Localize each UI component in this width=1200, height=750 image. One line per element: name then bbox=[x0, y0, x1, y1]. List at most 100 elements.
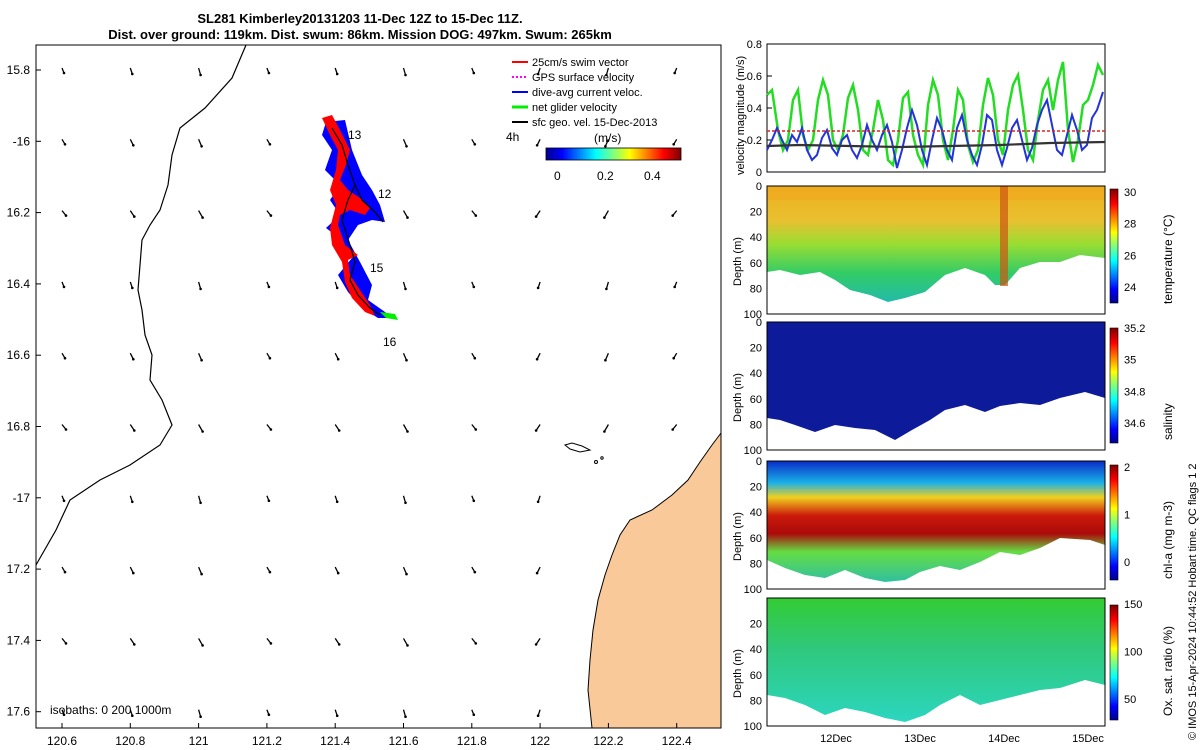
vector-arrow bbox=[198, 424, 204, 432]
lon-tick-label: 122.4 bbox=[662, 734, 692, 748]
depth-axis-label: Depth (m) bbox=[732, 237, 744, 286]
depth-tick: 20 bbox=[750, 343, 762, 355]
lon-tick-label: 120.6 bbox=[47, 734, 77, 748]
series-current-velocity bbox=[766, 91, 1104, 169]
depth-tick: 100 bbox=[744, 445, 762, 457]
vector-arrow-head bbox=[201, 216, 204, 219]
day-label-15: 15 bbox=[370, 261, 384, 275]
glider-track bbox=[322, 115, 398, 320]
depth-axis-label: Depth (m) bbox=[732, 373, 744, 422]
lon-tick-label: 122.2 bbox=[593, 734, 623, 748]
lon-tick-label: 121.4 bbox=[320, 734, 350, 748]
vector-arrow-head bbox=[63, 356, 67, 360]
vector-arrow-head bbox=[536, 286, 540, 290]
vector-arrow-head bbox=[64, 428, 68, 431]
lat-tick-label: 16.8 bbox=[7, 420, 31, 434]
vector-arrow-head bbox=[337, 643, 341, 646]
time-axis: 12Dec 13Dec 14Dec 15Dec bbox=[820, 733, 1104, 745]
island bbox=[563, 442, 592, 453]
vector-arrow-head bbox=[473, 570, 477, 574]
colorbar-tick: 150 bbox=[1124, 599, 1142, 611]
colorbar-tick: 2 bbox=[1124, 462, 1130, 474]
lat-tick-label: -17 bbox=[13, 491, 31, 505]
depth-tick: 80 bbox=[750, 558, 762, 570]
vector-arrow-head bbox=[62, 285, 66, 289]
time-tick: 14Dec bbox=[988, 733, 1020, 745]
vector-arrow-head bbox=[604, 145, 607, 148]
vector-arrow-head bbox=[269, 214, 273, 217]
vector-arrow bbox=[198, 638, 204, 646]
vector-arrow-head bbox=[406, 644, 409, 647]
colorbar-label: temperature (°C) bbox=[1161, 215, 1175, 305]
vector-arrow bbox=[402, 210, 409, 218]
depth-tick: 0 bbox=[756, 181, 762, 193]
depth-tick: 40 bbox=[750, 368, 762, 380]
vector-arrow-head bbox=[201, 644, 204, 647]
vector-arrow-head bbox=[132, 357, 135, 361]
vector-arrow-head bbox=[671, 214, 674, 217]
vector-arrow-head bbox=[405, 572, 408, 576]
vector-arrow-head bbox=[335, 500, 339, 504]
time-tick: 12Dec bbox=[820, 733, 852, 745]
depth-tick: 100 bbox=[744, 721, 762, 733]
lon-tick-label: 121.2 bbox=[252, 734, 282, 748]
vector-arrow-head bbox=[404, 501, 407, 505]
vector-arrow-head bbox=[269, 428, 273, 431]
depth-axis-label: Depth (m) bbox=[732, 649, 744, 698]
depth-tick: 80 bbox=[750, 283, 762, 295]
vector-arrow-head bbox=[133, 643, 136, 646]
islet bbox=[600, 456, 604, 460]
depth-tick: 80 bbox=[750, 695, 762, 707]
vector-arrow-head bbox=[200, 572, 203, 576]
map-legend: 25cm/s swim vector GPS surface velocity … bbox=[512, 57, 657, 129]
vector-arrow-head bbox=[63, 143, 67, 146]
surface-velocity-field bbox=[61, 67, 678, 718]
vector-arrow-head bbox=[267, 499, 271, 503]
vector-arrow-head bbox=[132, 144, 135, 147]
vector-arrow-head bbox=[131, 286, 134, 290]
velocity-tick: 0.2 bbox=[747, 135, 762, 147]
lon-tick-label: 121.8 bbox=[457, 734, 487, 748]
vector-arrow-head bbox=[404, 73, 407, 77]
lon-tick-label: 120.8 bbox=[115, 734, 145, 748]
depth-tick: 100 bbox=[744, 584, 762, 596]
vector-arrow-head bbox=[406, 430, 409, 433]
vector-arrow-head bbox=[672, 356, 675, 360]
time-tick: 15Dec bbox=[1072, 733, 1104, 745]
vector-arrow-head bbox=[335, 72, 339, 76]
velocity-tick: 0.6 bbox=[747, 71, 762, 83]
temperature-section bbox=[766, 185, 1119, 315]
vector-arrow-head bbox=[406, 216, 409, 219]
map-title-line-1: SL281 Kimberley20131203 11-Dec 12Z to 15… bbox=[197, 11, 523, 26]
velocity-tick: 0.8 bbox=[747, 39, 762, 51]
lat-tick-label: 17.4 bbox=[7, 633, 31, 647]
series-geostrophic bbox=[766, 140, 1106, 149]
depth-tick: 20 bbox=[750, 207, 762, 219]
velocity-ylabel: velocity magnitude (m/s) bbox=[735, 56, 747, 175]
vector-arrow-head bbox=[534, 215, 538, 218]
vector-arrow-head bbox=[673, 285, 676, 289]
legend-geo: sfc geo. vel. 15-Dec-2013 bbox=[532, 117, 657, 129]
colorbar-label: salinity bbox=[1161, 403, 1175, 440]
vector-arrow-head bbox=[268, 570, 272, 574]
vector-arrow-head bbox=[535, 357, 539, 361]
velocity-tick: 0 bbox=[756, 167, 762, 179]
colorbar-tick: 34.6 bbox=[1124, 418, 1145, 430]
depth-tick: 60 bbox=[750, 394, 762, 406]
legend-gps: GPS surface velocity bbox=[532, 72, 635, 84]
colorbar-tick: 0 bbox=[1124, 557, 1130, 569]
velocity-panel: 0 0.2 0.4 0.6 0.8 velocity magnitude (m/s) bbox=[735, 39, 1106, 179]
depth-tick: 0 bbox=[756, 456, 762, 468]
depth-tick: 20 bbox=[750, 619, 762, 631]
colorbar-tick: 35 bbox=[1124, 355, 1136, 367]
depth-tick: 0 bbox=[756, 317, 762, 329]
vector-arrow-head bbox=[472, 713, 476, 716]
section-panels bbox=[766, 185, 1119, 727]
lon-tick-label: 122 bbox=[530, 734, 550, 748]
depth-axis-label: Depth (m) bbox=[732, 512, 744, 561]
vector-arrow-head bbox=[267, 285, 271, 289]
legend-current: dive-avg current veloc. bbox=[532, 87, 643, 99]
vector-arrow-head bbox=[474, 214, 478, 217]
time-tick: 13Dec bbox=[904, 733, 936, 745]
